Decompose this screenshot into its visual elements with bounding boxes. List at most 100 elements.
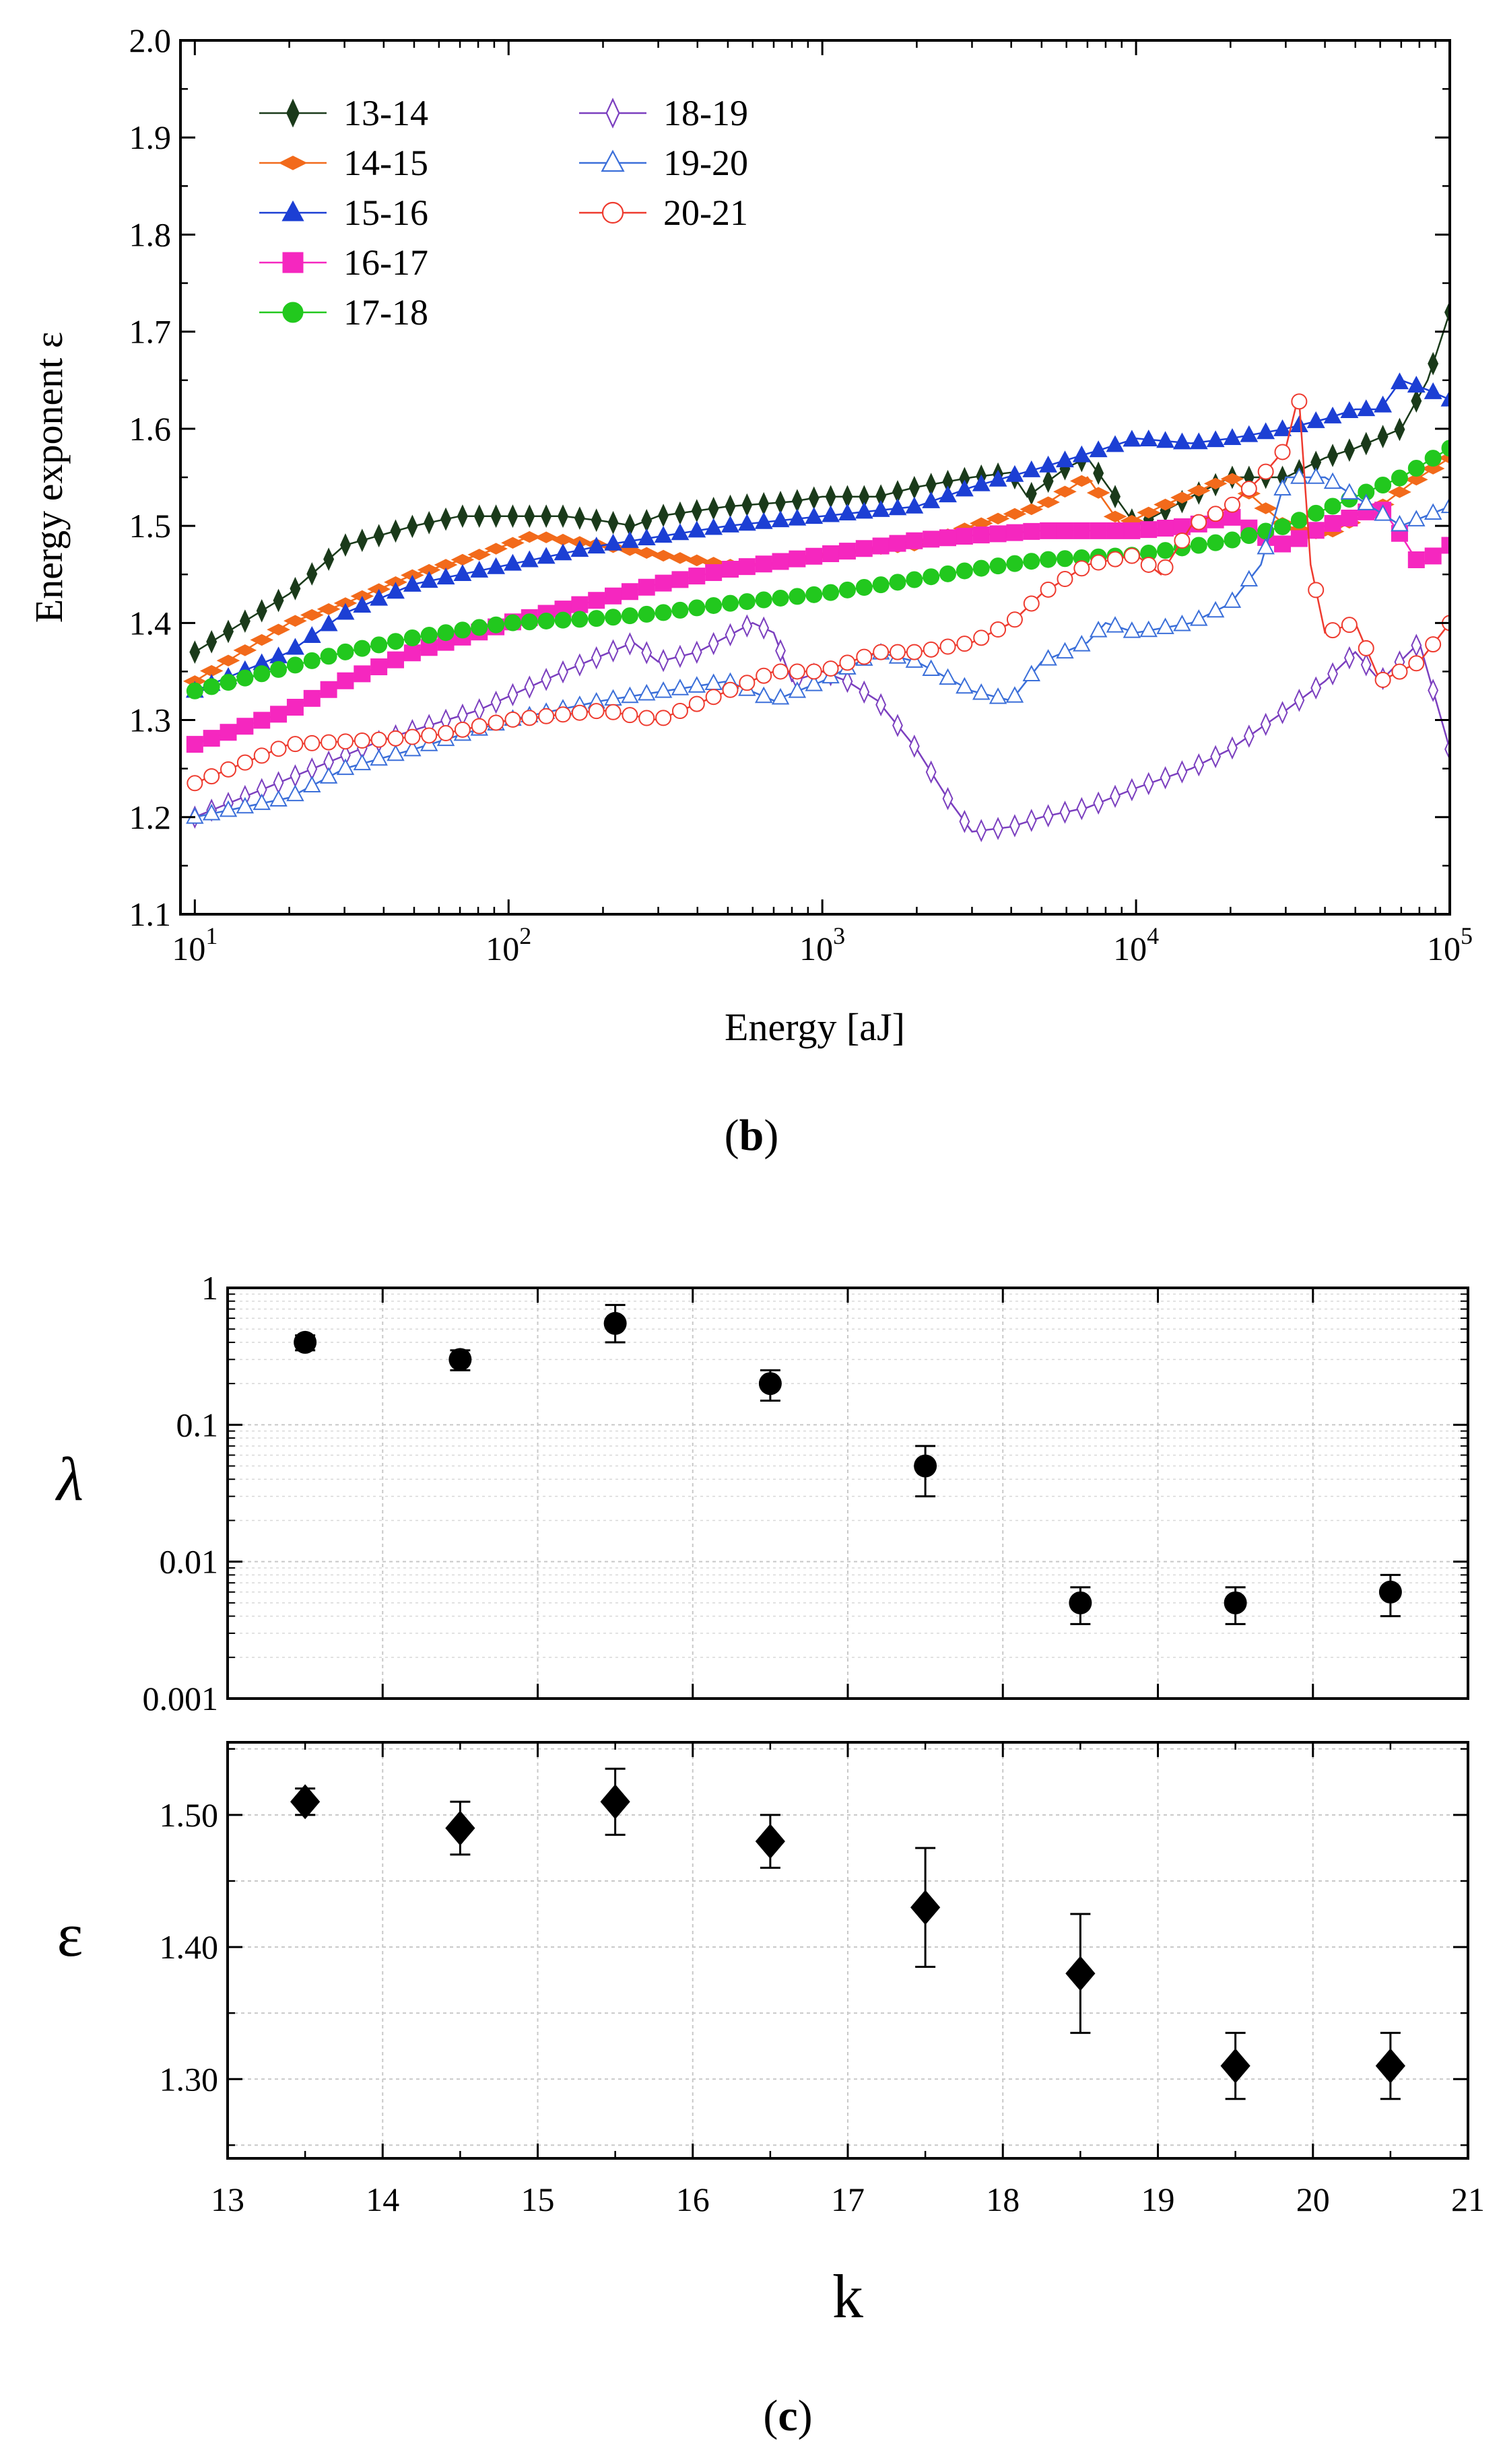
data-point	[216, 654, 240, 666]
data-point	[558, 660, 568, 684]
data-point	[1274, 535, 1292, 553]
data-point	[537, 612, 555, 629]
data-point	[370, 731, 387, 748]
data-point	[1308, 582, 1325, 598]
data-point	[189, 640, 201, 664]
data-point	[905, 496, 924, 514]
data-point	[437, 624, 455, 642]
data-point	[671, 702, 688, 720]
data-point	[574, 653, 585, 677]
data-point	[771, 687, 790, 705]
data-point	[725, 623, 736, 647]
data-point	[286, 698, 304, 716]
data-point	[1106, 435, 1125, 452]
data-point	[972, 683, 991, 700]
data-point	[1139, 430, 1158, 447]
data-point	[972, 526, 990, 544]
data-point	[353, 596, 372, 613]
data-point	[521, 613, 538, 631]
data-point	[1310, 676, 1322, 700]
data-point	[488, 616, 505, 634]
data-point	[789, 550, 806, 568]
data-point	[741, 614, 753, 638]
data-point	[1341, 510, 1358, 527]
data-point	[788, 508, 807, 526]
data-point	[571, 611, 589, 628]
data-point	[1277, 701, 1288, 724]
data-point	[688, 695, 705, 712]
data-point	[822, 505, 840, 522]
data-point	[674, 501, 686, 525]
data-point	[1391, 514, 1409, 532]
data-point	[269, 646, 288, 664]
data-point	[1407, 376, 1426, 393]
data-point	[1240, 425, 1259, 442]
data-point	[541, 504, 552, 528]
legend-item-16-17: 16-17	[259, 242, 428, 283]
data-point	[354, 732, 370, 749]
data-point	[925, 760, 937, 784]
data-point	[1378, 1580, 1402, 1604]
data-point	[772, 663, 789, 680]
data-point	[704, 518, 723, 535]
y-tick-label: 0.1	[176, 1406, 219, 1443]
data-point	[600, 1784, 630, 1820]
data-point	[1294, 689, 1305, 712]
data-point	[256, 598, 267, 623]
data-point	[1039, 455, 1058, 473]
data-point	[448, 1348, 472, 1371]
data-point	[1323, 406, 1342, 423]
data-point	[587, 537, 606, 554]
data-point	[471, 718, 488, 734]
data-point	[1026, 481, 1037, 506]
data-point	[387, 633, 405, 650]
legend-item-18-19: 18-19	[579, 93, 748, 133]
data-point	[534, 531, 558, 543]
data-point	[1207, 506, 1224, 522]
data-point	[1203, 477, 1228, 490]
data-point	[956, 636, 973, 652]
data-point	[688, 599, 706, 617]
y-tick-label: 1.6	[129, 410, 172, 448]
data-point	[203, 678, 220, 695]
data-point	[471, 619, 488, 636]
data-point	[939, 565, 957, 582]
data-point	[417, 563, 441, 576]
data-point	[875, 693, 887, 717]
data-point	[671, 601, 689, 619]
energy-exponent-line-chart: 1.1 1.2 1.3 1.4 1.5 1.6 1.7 1.8 1.9 2.0 101 102 103 1…	[27, 22, 1473, 1160]
data-point	[688, 520, 706, 538]
legend-marker	[286, 98, 300, 128]
data-point	[1057, 571, 1073, 587]
data-point	[337, 733, 354, 750]
data-point	[956, 528, 973, 545]
data-point	[1073, 635, 1091, 652]
data-point	[791, 489, 803, 513]
data-point	[641, 641, 653, 664]
legend-marker	[278, 156, 308, 170]
data-point	[303, 652, 321, 669]
data-point	[403, 629, 421, 647]
data-point	[337, 643, 354, 660]
data-point	[1290, 512, 1308, 529]
data-point	[319, 614, 338, 631]
data-point	[654, 681, 673, 698]
data-point	[1240, 570, 1259, 587]
legend-item-14-15: 14-15	[259, 143, 428, 183]
data-point	[805, 675, 823, 691]
data-point	[1040, 522, 1057, 539]
data-point	[286, 784, 304, 802]
data-point	[294, 1330, 317, 1354]
data-point	[737, 514, 756, 531]
data-point	[638, 683, 656, 701]
data-point	[421, 727, 438, 744]
data-point	[1210, 745, 1222, 769]
data-point	[973, 629, 990, 646]
data-point	[738, 558, 756, 576]
data-point	[721, 594, 739, 612]
data-point	[236, 669, 254, 687]
data-point	[603, 1311, 627, 1335]
y-tick-label: 1.9	[129, 118, 172, 156]
y-tick-label: 1.4	[129, 604, 172, 642]
data-point	[1040, 581, 1057, 598]
